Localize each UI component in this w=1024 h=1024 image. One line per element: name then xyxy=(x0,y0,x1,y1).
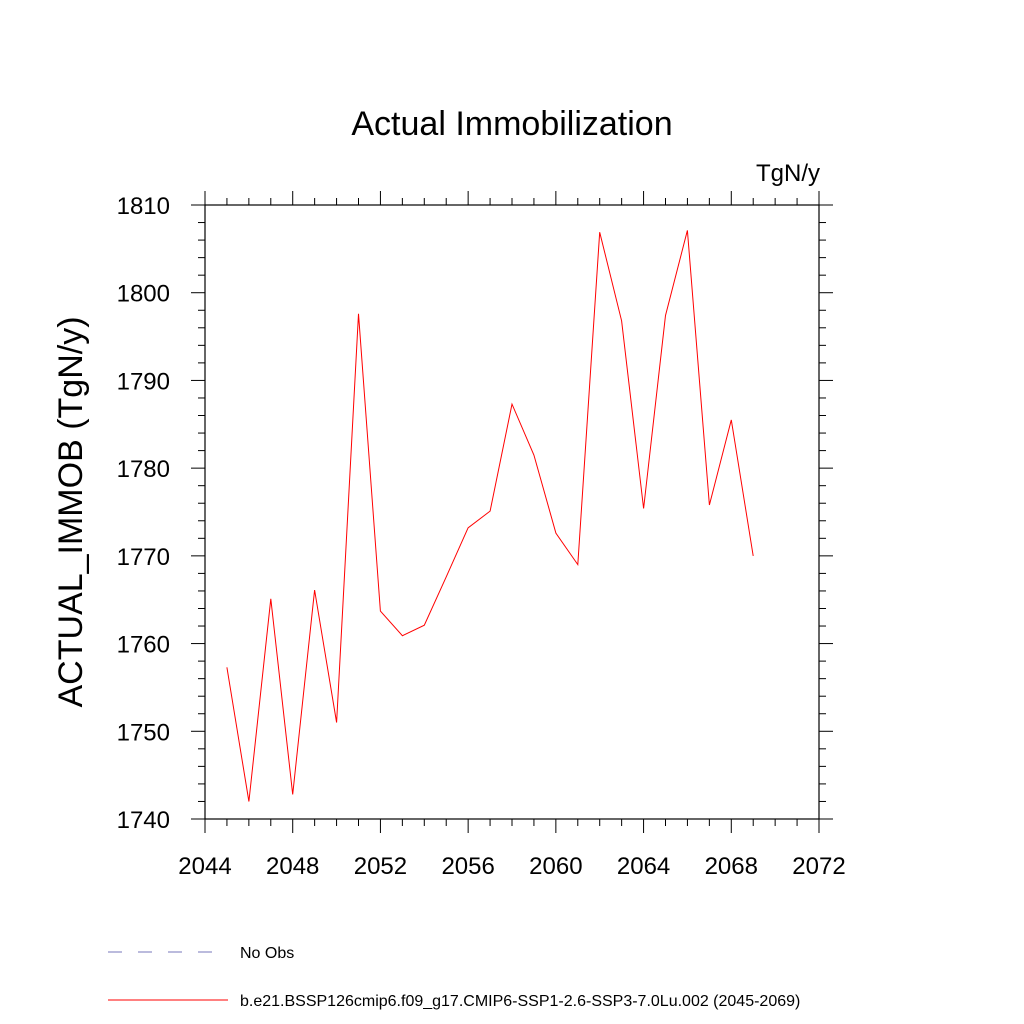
y-tick-label: 1780 xyxy=(117,456,170,483)
legend: No Obs b.e21.BSSP126cmip6.f09_g17.CMIP6-S… xyxy=(108,945,800,1010)
y-tick-label: 1740 xyxy=(117,807,170,834)
legend-label: No Obs xyxy=(240,945,294,962)
chart-title: Actual Immobilization xyxy=(351,105,672,143)
x-tick-label: 2072 xyxy=(792,853,845,880)
x-tick-label: 2064 xyxy=(617,853,670,880)
series-line-1 xyxy=(226,230,754,802)
tick-labels: 2044 2048 2052 2056 2060 2064 2068 2072 1740 1750… xyxy=(117,193,846,880)
y-tick-label: 1800 xyxy=(117,281,170,308)
x-tick-label: 2068 xyxy=(705,853,758,880)
series-lines xyxy=(226,230,754,802)
y-tick-label: 1810 xyxy=(117,193,170,220)
x-tick-label: 2048 xyxy=(266,853,319,880)
y-tick-label: 1790 xyxy=(117,368,170,395)
x-tick-label: 2060 xyxy=(529,853,582,880)
units-label: TgN/y xyxy=(756,160,820,187)
plot-frame xyxy=(204,204,820,820)
y-tick-label: 1760 xyxy=(117,632,170,659)
y-tick-label: 1770 xyxy=(117,544,170,571)
x-tick-label: 2052 xyxy=(354,853,407,880)
legend-label: b.e21.BSSP126cmip6.f09_g17.CMIP6-SSP1-2.… xyxy=(240,993,800,1010)
x-tick-label: 2044 xyxy=(178,853,231,880)
x-tick-label: 2056 xyxy=(441,853,494,880)
axis-ticks xyxy=(191,191,833,833)
y-axis-label: ACTUAL_IMMOB (TgN/y) xyxy=(52,316,90,707)
y-tick-label: 1750 xyxy=(117,719,170,746)
